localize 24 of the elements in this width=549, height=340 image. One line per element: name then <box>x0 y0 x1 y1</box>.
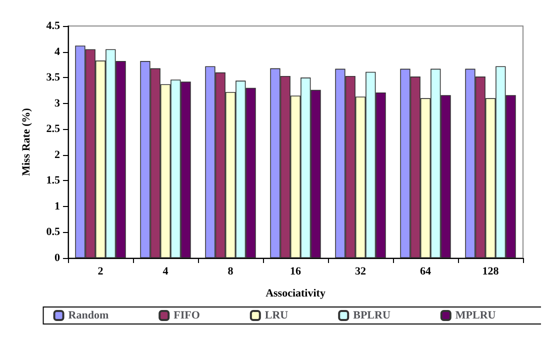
x-tick-label: 64 <box>420 266 432 278</box>
y-tick-label: 4.5 <box>46 20 60 32</box>
x-tick-label: 32 <box>355 266 366 278</box>
y-tick-label: 3 <box>54 97 60 110</box>
x-tick-label: 4 <box>162 266 169 278</box>
x-tick-label: 16 <box>290 266 302 278</box>
x-tick-label: 8 <box>228 266 234 278</box>
legend-label: BPLRU <box>353 310 390 322</box>
y-tick-label: 1 <box>54 200 60 212</box>
y-tick-label: 1.5 <box>46 174 60 187</box>
legend-label: LRU <box>264 310 288 322</box>
x-axis-title: Associativity <box>266 288 326 300</box>
y-tick-label: 2 <box>54 148 60 161</box>
y-tick-label: 0.5 <box>46 226 60 238</box>
x-tick-label: 128 <box>482 266 500 278</box>
x-tick-label: 2 <box>98 266 104 278</box>
y-tick-label: 3.5 <box>46 72 60 84</box>
legend-label: Random <box>68 310 109 322</box>
legend-label: MPLRU <box>455 310 496 322</box>
y-tick-label: 2.5 <box>46 123 60 136</box>
y-tick-label: 4 <box>54 46 60 58</box>
legend-label: FIFO <box>174 310 200 322</box>
y-tick-label: 0 <box>54 252 60 264</box>
y-axis-title: Miss Rate (%) <box>20 108 32 176</box>
